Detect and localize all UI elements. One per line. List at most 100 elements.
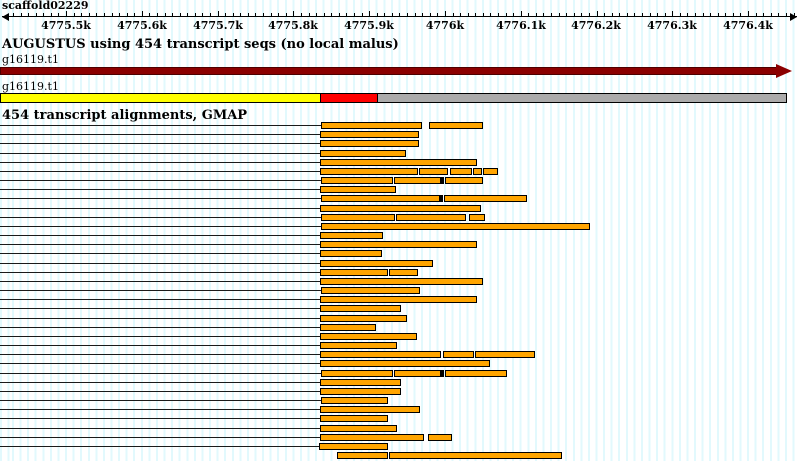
alignment-segment[interactable] [320, 278, 483, 285]
alignment-segment[interactable] [320, 388, 401, 395]
alignment-segment[interactable] [321, 122, 422, 129]
ruler-minor-tick [202, 13, 203, 17]
alignment-segment[interactable] [320, 351, 441, 358]
alignment-segment[interactable] [419, 168, 448, 175]
alignment-segment[interactable] [320, 269, 388, 276]
alignment-segment[interactable] [320, 150, 406, 157]
ruler-minor-tick [642, 13, 643, 17]
alignment-segment[interactable] [320, 241, 477, 248]
alignment-segment[interactable] [321, 287, 420, 294]
ruler-minor-tick [528, 13, 529, 17]
alignment-segment[interactable] [473, 168, 482, 175]
alignment-connector-line [0, 345, 320, 346]
ruler-minor-tick [28, 13, 29, 17]
model-segment[interactable] [377, 93, 787, 103]
alignment-segment[interactable] [445, 177, 483, 184]
alignment-segment[interactable] [320, 333, 417, 340]
alignment-segment[interactable] [321, 223, 590, 230]
alignment-connector-line [0, 382, 320, 383]
alignment-segment[interactable] [320, 434, 424, 441]
alignment-segment[interactable] [444, 195, 527, 202]
alignment-segment[interactable] [320, 140, 419, 147]
alignment-segment[interactable] [429, 122, 483, 129]
alignment-segment[interactable] [443, 351, 474, 358]
ruler-major-tick [218, 11, 219, 17]
alignment-segment[interactable] [475, 351, 535, 358]
alignment-segment[interactable] [320, 232, 383, 239]
alignment-segment[interactable] [320, 360, 490, 367]
alignment-segment[interactable] [320, 159, 477, 166]
model-segment[interactable] [320, 93, 379, 103]
alignment-segment[interactable] [320, 186, 396, 193]
ruler-minor-tick [354, 13, 355, 17]
ruler-minor-tick [687, 13, 688, 17]
alignment-segment[interactable] [320, 324, 376, 331]
alignment-segment[interactable] [319, 443, 388, 450]
alignment-segment[interactable] [394, 370, 441, 377]
alignment-segment[interactable] [428, 434, 452, 441]
alignment-segment[interactable] [321, 195, 440, 202]
alignment-segment[interactable] [320, 296, 477, 303]
alignment-connector-line [0, 373, 321, 374]
ruler-minor-tick [119, 13, 120, 17]
alignment-connector-line [0, 290, 321, 291]
alignment-segment[interactable] [483, 168, 498, 175]
alignment-segment[interactable] [469, 214, 485, 221]
alignment-connector-line [0, 244, 320, 245]
alignment-segment[interactable] [320, 379, 401, 386]
ruler-minor-tick [718, 13, 719, 17]
ruler-minor-tick [21, 13, 22, 17]
alignment-segment[interactable] [320, 305, 401, 312]
alignment-segment[interactable] [389, 269, 418, 276]
ruler-minor-tick [415, 13, 416, 17]
ruler-minor-tick [703, 13, 704, 17]
ruler-minor-tick [172, 13, 173, 17]
alignment-connector-line [0, 263, 320, 264]
alignment-segment[interactable] [396, 214, 466, 221]
alignment-segment[interactable] [320, 406, 420, 413]
alignment-segment[interactable] [320, 250, 382, 257]
alignment-segment[interactable] [320, 425, 397, 432]
ruler-major-tick [521, 11, 522, 17]
ruler-minor-tick [763, 13, 764, 17]
alignment-segment[interactable] [321, 397, 388, 404]
ruler-tick-label: 4775.6k [117, 19, 167, 32]
alignment-segment[interactable] [320, 315, 407, 322]
model-segment[interactable] [0, 93, 322, 103]
alignment-segment[interactable] [320, 342, 397, 349]
alignment-segment[interactable] [321, 370, 393, 377]
ruler-minor-tick [650, 13, 651, 17]
ruler-minor-tick [498, 13, 499, 17]
alignment-segment[interactable] [450, 168, 472, 175]
alignment-segment[interactable] [445, 370, 507, 377]
alignment-segment[interactable] [320, 168, 418, 175]
augustus-gene-arrow-head[interactable] [776, 64, 792, 78]
alignment-connector-line [0, 226, 321, 227]
alignment-segment[interactable] [337, 452, 388, 459]
alignment-segment[interactable] [320, 260, 433, 267]
ruler-minor-tick [778, 13, 779, 17]
ruler-minor-tick [392, 13, 393, 17]
alignment-segment[interactable] [321, 177, 393, 184]
alignment-connector-line [0, 189, 320, 190]
alignment-connector-line [0, 308, 320, 309]
alignment-segment[interactable] [320, 205, 481, 212]
ruler-minor-tick [195, 13, 196, 17]
alignment-segment[interactable] [320, 131, 419, 138]
alignment-segment[interactable] [389, 452, 562, 459]
ruler-minor-tick [468, 13, 469, 17]
alignment-connector-line [0, 253, 320, 254]
ruler-minor-tick [309, 13, 310, 17]
alignment-connector-line [0, 198, 321, 199]
alignment-segment[interactable] [321, 214, 395, 221]
ruler-minor-tick [566, 13, 567, 17]
alignment-segment[interactable] [320, 415, 388, 422]
ruler-minor-tick [422, 13, 423, 17]
ruler-tick-label: 4775.5k [41, 19, 91, 32]
alignment-segment[interactable] [394, 177, 441, 184]
ruler-minor-tick [475, 13, 476, 17]
ruler-major-tick [293, 11, 294, 17]
alignment-connector-line [0, 208, 320, 209]
ruler-minor-tick [490, 13, 491, 17]
augustus-gene-arrow-body[interactable] [0, 67, 778, 75]
